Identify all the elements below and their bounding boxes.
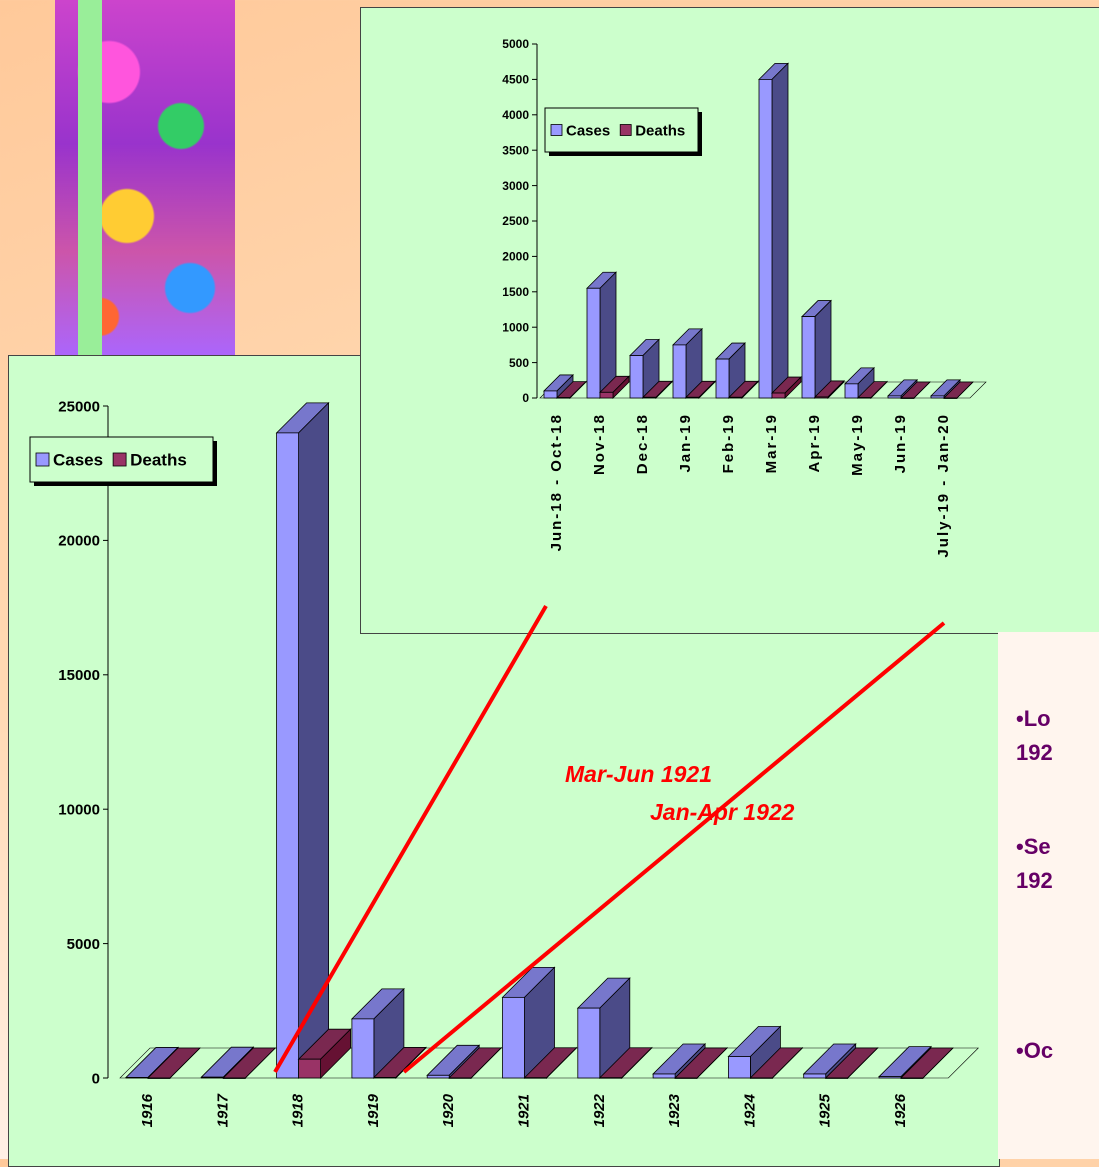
y-tick-label: 2000 — [502, 250, 529, 264]
callout-lines: Mar-Jun 1921 Jan-Apr 1922 — [273, 604, 946, 1074]
x-tick-label: Jun-18 - Oct-18 — [548, 413, 565, 551]
x-tick-label: Mar-19 — [763, 413, 780, 473]
y-tick-label: 5000 — [502, 37, 529, 51]
deaths-bar — [147, 1047, 201, 1079]
monthly-chart-panel — [360, 7, 1099, 634]
callout-line-start — [273, 604, 548, 1074]
x-tick-label: 1922 — [591, 1093, 608, 1127]
x-tick-label: 1916 — [139, 1093, 156, 1127]
x-tick-label: Feb-19 — [720, 413, 737, 473]
x-tick-label: 1924 — [741, 1093, 758, 1127]
note-3: •Oc — [1016, 1038, 1054, 1063]
cases-bar — [802, 1043, 857, 1079]
y-tick-label: 20000 — [58, 533, 100, 550]
y-tick-label: 4500 — [502, 73, 529, 87]
deaths-bar — [824, 1046, 879, 1079]
cases-bar — [801, 299, 832, 399]
y-tick-label: 5000 — [67, 936, 100, 953]
legend-label: Cases — [566, 122, 610, 139]
deaths-bar — [900, 381, 931, 399]
y-tick-label: 3500 — [502, 143, 529, 157]
deaths-bar — [599, 375, 630, 399]
x-tick-label: Nov-18 — [591, 413, 608, 475]
x-tick-label: Apr-19 — [806, 413, 823, 473]
cases-bar — [715, 342, 746, 399]
legend-swatch — [550, 124, 563, 136]
deaths-bar — [685, 380, 716, 399]
deaths-bar — [222, 1047, 277, 1079]
legend-swatch — [619, 124, 632, 136]
deaths-bar — [448, 1046, 503, 1079]
monthly-cases-deaths-chart: 0 500 1000 1500 2000 2500 3000 3500 4000 4500 5000… — [502, 37, 987, 558]
note-2: •Se 192 — [1016, 834, 1053, 893]
deaths-bar — [674, 1046, 729, 1079]
y-tick-label: 1500 — [502, 285, 529, 299]
deaths-bar — [598, 1046, 653, 1079]
legend-label: Deaths — [130, 451, 187, 470]
note-1: •Lo 192 — [1016, 706, 1053, 765]
cases-bar — [501, 966, 556, 1079]
y-tick-label: 15000 — [58, 667, 100, 684]
y-tick-label: 4000 — [502, 108, 529, 122]
cases-bar — [758, 62, 789, 399]
x-tick-label: 1926 — [892, 1093, 909, 1127]
cases-bar — [576, 977, 631, 1079]
x-tick-label: July-19 - Jan-20 — [935, 413, 952, 558]
annual-cases-deaths-chart: 0 5000 10000 15000 20000 25000 1916 1917 1918 191… — [29, 398, 980, 1127]
x-tick-label: Jun-19 — [892, 413, 909, 473]
deaths-bar — [728, 380, 759, 399]
callout-line-end — [402, 621, 946, 1074]
legend-swatch — [35, 452, 50, 467]
y-tick-label: 500 — [509, 356, 529, 370]
legend-label: Deaths — [635, 122, 685, 139]
x-tick-label: May-19 — [849, 413, 866, 476]
annotation-jan-apr-1922: Jan-Apr 1922 — [650, 799, 795, 825]
x-tick-label: Jan-19 — [677, 413, 694, 473]
y-tick-label: 0 — [92, 1070, 100, 1087]
y-tick-label: 0 — [522, 391, 529, 405]
cases-bar — [350, 987, 405, 1079]
notes-panel — [998, 632, 1099, 1159]
y-tick-label: 2500 — [502, 214, 529, 228]
cases-bar — [727, 1025, 782, 1079]
deaths-bar — [857, 380, 888, 399]
cases-bar — [275, 401, 330, 1079]
cases-bar — [629, 338, 660, 399]
y-tick-label: 10000 — [58, 801, 100, 818]
deaths-bar — [943, 381, 974, 399]
y-tick-label: 25000 — [58, 398, 100, 415]
x-tick-label: 1917 — [214, 1093, 231, 1127]
deaths-bar — [771, 376, 802, 399]
deaths-bar — [642, 380, 673, 399]
deaths-bar — [900, 1047, 954, 1079]
legend-label: Cases — [53, 451, 103, 470]
deaths-bar — [814, 379, 845, 399]
y-tick-label: 1000 — [502, 320, 529, 334]
x-tick-label: 1923 — [666, 1093, 683, 1127]
x-tick-label: 1918 — [290, 1093, 307, 1127]
annotation-mar-jun-1921: Mar-Jun 1921 — [565, 761, 712, 787]
x-tick-label: 1920 — [440, 1093, 457, 1127]
deaths-bar — [297, 1028, 352, 1079]
deaths-bar — [523, 1046, 578, 1079]
deaths-bar — [556, 380, 587, 399]
x-tick-label: 1919 — [365, 1093, 382, 1127]
deaths-bar — [749, 1046, 804, 1079]
x-tick-label: 1921 — [516, 1094, 533, 1127]
y-tick-label: 3000 — [502, 179, 529, 193]
decorative-stripe — [78, 0, 102, 360]
legend-swatch — [112, 452, 127, 467]
cases-bar — [586, 271, 617, 399]
x-tick-label: 1925 — [817, 1093, 834, 1127]
x-tick-label: Dec-18 — [634, 413, 651, 474]
